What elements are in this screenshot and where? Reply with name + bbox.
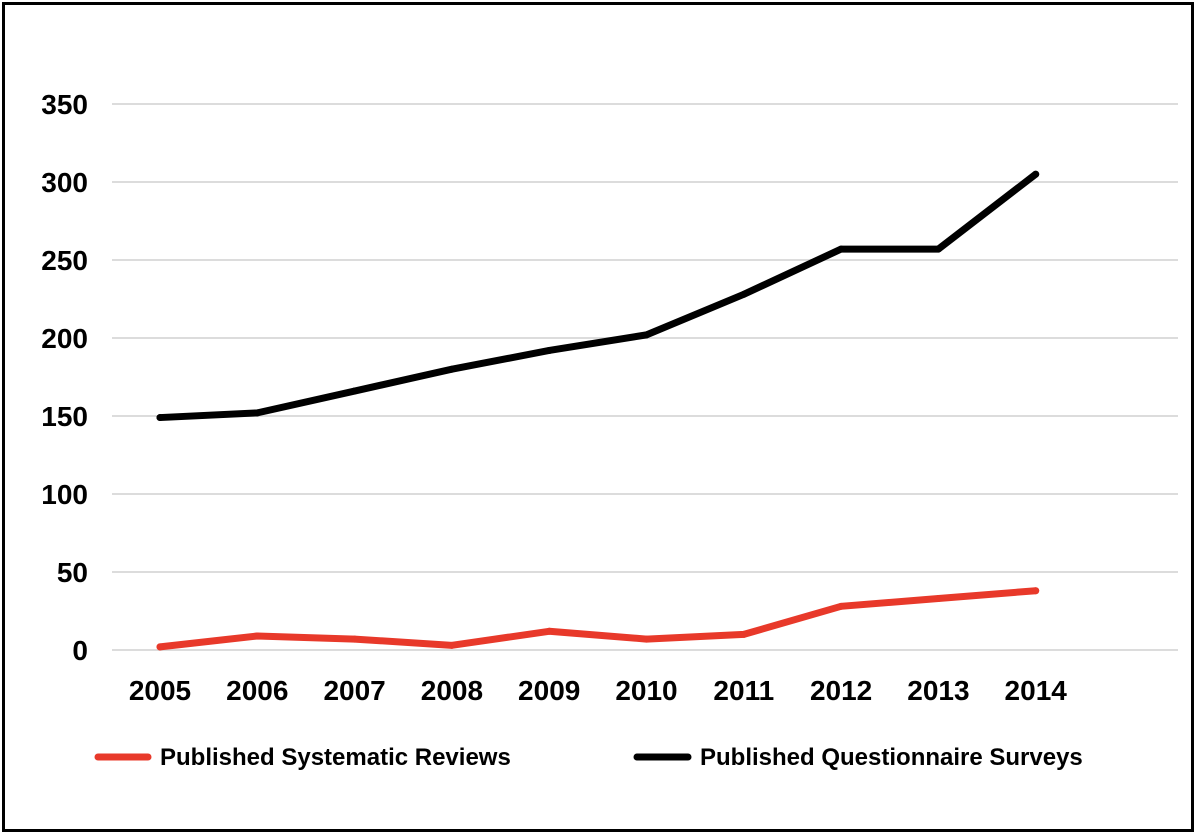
data-point (934, 595, 942, 603)
series-line-0 (156, 587, 1040, 651)
legend: Published Systematic Reviews Published Qu… (94, 744, 1083, 771)
legend-label: Published Systematic Reviews (160, 744, 511, 771)
y-tick-label: 100 (41, 479, 88, 510)
x-axis-tick-labels: 2005 2006 2007 2008 2009 2010 2011 2012 2013 2014 (129, 675, 1067, 706)
x-tick-label: 2009 (518, 675, 580, 706)
x-tick-label: 2013 (907, 675, 969, 706)
y-axis-tick-labels: 0 50 100 150 200 250 300 350 (41, 89, 88, 666)
y-tick-label: 350 (41, 89, 88, 120)
y-tick-label: 300 (41, 167, 88, 198)
data-point (156, 643, 164, 651)
x-tick-label: 2014 (1005, 675, 1068, 706)
data-point (156, 414, 164, 422)
series-line-1 (156, 170, 1040, 422)
series-lines (156, 170, 1040, 651)
data-point (351, 387, 359, 395)
data-point (1032, 587, 1040, 595)
x-tick-label: 2007 (323, 675, 385, 706)
data-point (643, 331, 650, 339)
y-tick-label: 0 (72, 635, 88, 666)
data-point (545, 346, 553, 354)
data-point (740, 630, 748, 638)
data-point (1032, 170, 1040, 178)
data-point (253, 632, 261, 640)
data-point (740, 290, 748, 298)
data-point (837, 245, 845, 253)
legend-label: Published Questionnaire Surveys (700, 744, 1083, 771)
data-point (934, 245, 942, 253)
data-point (643, 635, 650, 643)
x-tick-label: 2006 (226, 675, 288, 706)
y-tick-label: 150 (41, 401, 88, 432)
x-tick-label: 2010 (615, 675, 677, 706)
y-tick-label: 50 (57, 557, 88, 588)
x-tick-label: 2012 (810, 675, 872, 706)
data-point (351, 635, 359, 643)
y-tick-label: 200 (41, 323, 88, 354)
data-point (448, 365, 456, 373)
x-tick-label: 2005 (129, 675, 191, 706)
x-tick-label: 2008 (421, 675, 483, 706)
data-point (545, 627, 553, 635)
data-point (448, 641, 456, 649)
data-point (253, 409, 261, 417)
x-tick-label: 2011 (713, 675, 774, 706)
y-tick-label: 250 (41, 245, 88, 276)
data-point (837, 602, 845, 610)
